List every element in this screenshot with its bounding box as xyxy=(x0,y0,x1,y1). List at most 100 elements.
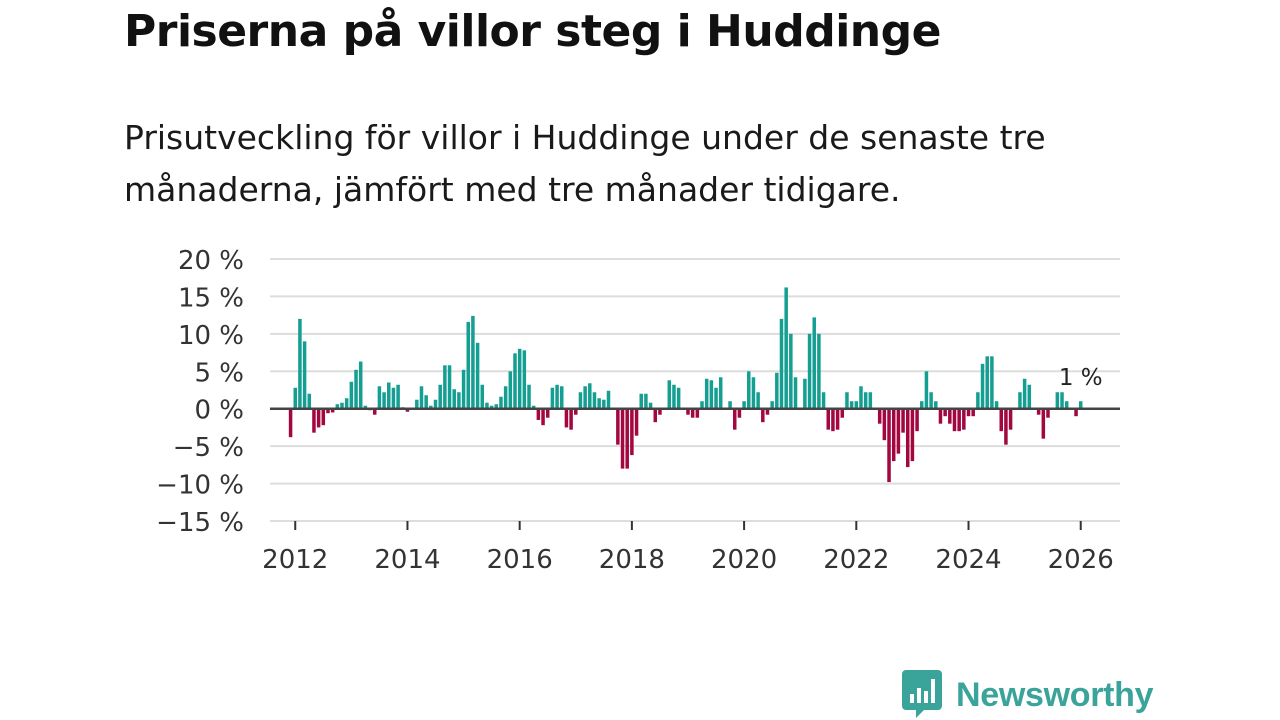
bar xyxy=(424,395,428,409)
bar xyxy=(574,408,578,415)
x-tick-label: 2014 xyxy=(374,545,440,575)
bar xyxy=(732,408,737,430)
bar xyxy=(695,408,700,418)
bar xyxy=(849,401,854,409)
bar xyxy=(330,408,335,413)
bar xyxy=(999,408,1003,432)
bar xyxy=(658,408,662,415)
bar xyxy=(835,408,840,430)
bar xyxy=(1041,408,1046,439)
bar xyxy=(363,405,368,409)
y-tick-label: −15 % xyxy=(156,508,244,538)
bar xyxy=(957,408,961,432)
bar xyxy=(653,408,658,423)
bar xyxy=(606,390,611,409)
bar xyxy=(377,386,382,409)
bar xyxy=(298,318,302,409)
bar xyxy=(564,408,569,428)
bar xyxy=(354,369,358,409)
bar xyxy=(863,392,868,409)
bar xyxy=(648,402,653,409)
bar xyxy=(555,384,559,409)
bar xyxy=(821,392,826,409)
bar xyxy=(1004,408,1008,445)
bar xyxy=(672,384,676,409)
bar xyxy=(302,341,307,409)
bar xyxy=(480,384,485,409)
bar xyxy=(826,408,831,430)
y-tick-label: 15 % xyxy=(178,283,244,313)
x-tick-label: 2016 xyxy=(487,545,553,575)
newsworthy-logo-text: Newsworthy xyxy=(956,675,1154,714)
bar xyxy=(545,408,550,418)
y-tick-label: 10 % xyxy=(178,321,244,351)
bar xyxy=(709,380,714,409)
bar xyxy=(522,350,527,409)
bar xyxy=(396,384,400,409)
bar xyxy=(934,401,938,409)
bar xyxy=(1018,392,1022,409)
bar xyxy=(831,408,835,432)
bar xyxy=(335,404,340,409)
bar xyxy=(597,398,601,409)
bar xyxy=(644,393,648,409)
bar xyxy=(592,392,597,409)
bar xyxy=(882,408,887,441)
bar xyxy=(859,386,863,409)
bar xyxy=(686,408,690,415)
bar xyxy=(915,408,919,432)
bar xyxy=(499,396,503,409)
bar xyxy=(700,401,704,409)
bar xyxy=(415,399,419,409)
bar xyxy=(1008,408,1013,430)
bar xyxy=(877,408,882,424)
bar xyxy=(503,386,508,409)
bar xyxy=(728,401,732,409)
bar xyxy=(976,392,980,409)
bar xyxy=(948,408,952,424)
bar xyxy=(447,365,452,409)
bar xyxy=(751,377,756,409)
x-tick-label: 2022 xyxy=(823,545,889,575)
bar xyxy=(634,408,639,436)
axis-layer: 20 % 15 % 10 % 5 % 0 % −5 % −10 % −15 % 2012 2014… xyxy=(156,246,1120,575)
bar xyxy=(625,408,629,469)
bar xyxy=(578,392,583,409)
bar xyxy=(438,384,442,409)
bar xyxy=(429,405,433,409)
bar xyxy=(784,287,788,409)
bar xyxy=(756,392,760,409)
bar xyxy=(1074,408,1078,417)
bar xyxy=(943,408,947,417)
x-tick-label: 2024 xyxy=(935,545,1001,575)
bar xyxy=(419,386,424,409)
bar xyxy=(980,363,985,409)
bar xyxy=(466,321,470,409)
bar xyxy=(747,371,751,409)
bar xyxy=(391,387,396,409)
bar xyxy=(1055,392,1060,409)
bar xyxy=(513,353,517,409)
bar xyxy=(559,386,564,409)
bar xyxy=(1078,401,1083,409)
bar xyxy=(387,382,391,409)
bar xyxy=(775,372,779,409)
bar xyxy=(929,392,933,409)
bar xyxy=(382,392,386,409)
bar xyxy=(583,386,587,409)
x-tick-label: 2020 xyxy=(711,545,777,575)
bar xyxy=(372,408,377,415)
bar xyxy=(340,402,344,409)
bar xyxy=(845,392,849,409)
bar xyxy=(667,380,672,409)
y-tick-label: 20 % xyxy=(178,246,244,276)
bar xyxy=(602,399,606,409)
chart-subtitle: Prisutveckling för villor i Huddinge und… xyxy=(124,118,1046,209)
bar xyxy=(812,317,816,409)
bar xyxy=(620,408,625,469)
bar xyxy=(690,408,695,418)
bar xyxy=(742,401,746,409)
bar xyxy=(1064,401,1069,409)
bar xyxy=(443,365,447,409)
